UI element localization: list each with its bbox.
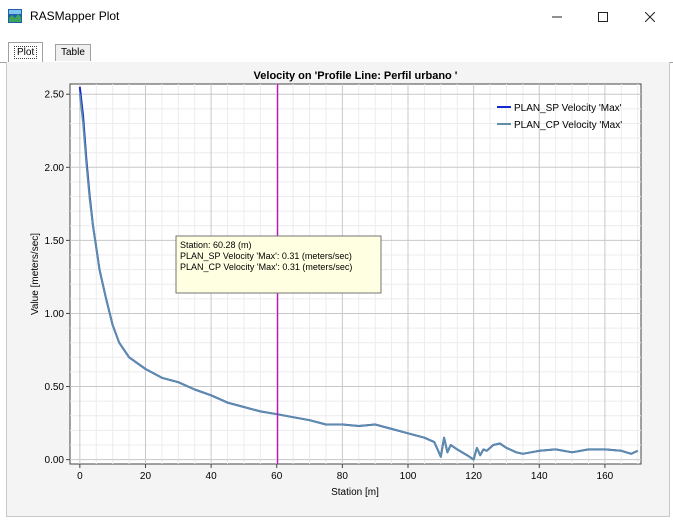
y-axis-ticks: 0.00 0.50 1.00 1.50 2.00 2.50 [45, 90, 70, 466]
close-button[interactable] [627, 0, 673, 34]
y-tick-label: 2.50 [45, 90, 65, 101]
x-tick-label: 140 [531, 471, 548, 482]
legend-label-plan-cp: PLAN_CP Velocity 'Max' [514, 120, 622, 131]
y-tick-label: 2.00 [45, 163, 65, 174]
series-layer [78, 86, 639, 461]
minimize-icon [552, 16, 562, 18]
minimize-button[interactable] [534, 0, 580, 34]
tab-plot-label: Plot [14, 46, 38, 59]
x-axis-ticks: 0 20 40 60 80 100 120 140 160 [77, 464, 614, 482]
y-tick-label: 0.00 [45, 455, 65, 466]
chart-title: Velocity on 'Profile Line: Perfil urbano… [253, 70, 458, 82]
tooltip-box [175, 235, 382, 294]
tooltip-line-plan-sp: PLAN_SP Velocity 'Max': 0.31 (meters/sec… [180, 251, 352, 261]
x-axis-label: Station [m] [331, 487, 379, 498]
tab-table[interactable]: Table [55, 44, 91, 61]
x-tick-label: 160 [597, 471, 614, 482]
x-tick-label: 0 [77, 471, 83, 482]
x-tick-label: 60 [271, 471, 283, 482]
x-tick-label: 100 [400, 471, 417, 482]
maximize-icon [598, 12, 608, 22]
tab-plot[interactable]: Plot [8, 42, 44, 62]
x-tick-label: 120 [465, 471, 482, 482]
y-axis-label: Value [meters/sec] [30, 233, 41, 315]
tooltip-line-station: Station: 60.28 (m) [180, 240, 252, 250]
x-tick-label: 80 [337, 471, 349, 482]
close-icon [644, 11, 656, 23]
rasmapper-app-icon [8, 9, 22, 23]
window-titlebar: RASMapper Plot [0, 0, 673, 34]
legend: PLAN_SP Velocity 'Max' PLAN_CP Velocity … [497, 103, 622, 131]
y-tick-label: 1.50 [45, 236, 65, 247]
tab-table-label: Table [61, 47, 85, 58]
minor-gridlines [70, 84, 641, 464]
series-line-plan-cp [78, 94, 639, 461]
window-title: RASMapper Plot [30, 9, 120, 23]
tooltip: Station: 60.28 (m) PLAN_SP Velocity 'Max… [175, 235, 382, 294]
x-tick-label: 20 [140, 471, 152, 482]
y-tick-label: 1.00 [45, 309, 65, 320]
x-tick-label: 40 [206, 471, 218, 482]
tooltip-line-plan-cp: PLAN_CP Velocity 'Max': 0.31 (meters/sec… [180, 262, 352, 272]
y-tick-label: 0.50 [45, 382, 65, 393]
maximize-button[interactable] [580, 0, 626, 34]
legend-label-plan-sp: PLAN_SP Velocity 'Max' [514, 103, 622, 114]
